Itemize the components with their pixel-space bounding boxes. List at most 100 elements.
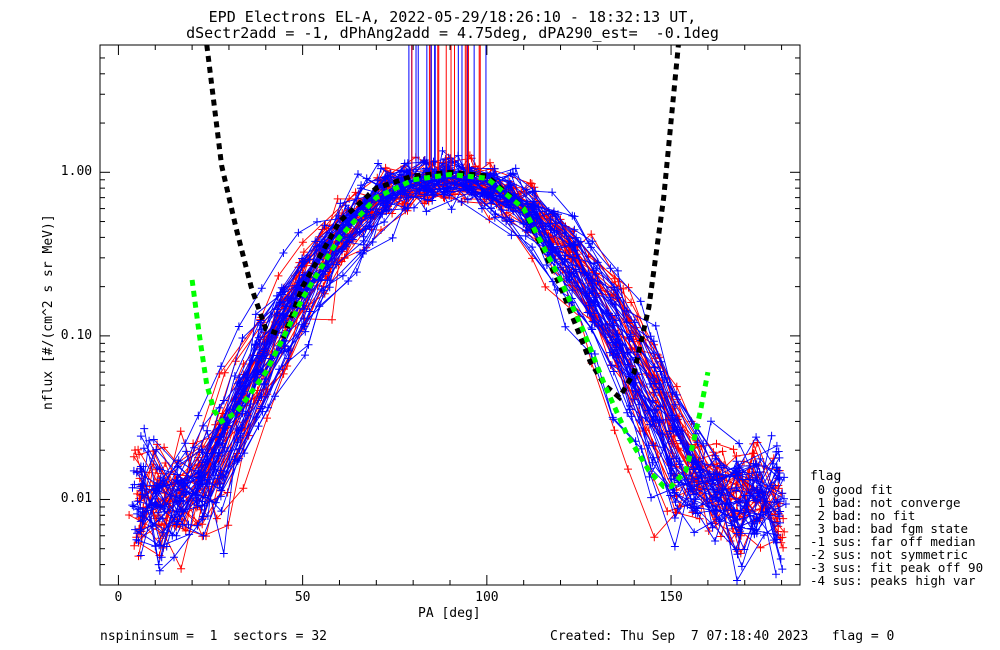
red-series-point [131, 446, 139, 455]
legend-item: -3 sus: fit peak off 90 [810, 560, 984, 575]
blue-series-point [688, 503, 696, 512]
blue-series-point [691, 495, 700, 504]
blue-series-point [217, 507, 226, 516]
blue-series-point [521, 231, 530, 240]
blue-series-point [194, 411, 203, 420]
blue-series-point [572, 233, 581, 242]
blue-series-point [586, 243, 595, 252]
blue-series-point [711, 537, 720, 545]
blue-series-point [778, 565, 787, 574]
blue-series-point [294, 278, 303, 287]
blue-series-line [139, 167, 779, 525]
blue-series-point [133, 509, 142, 518]
blue-series-point [611, 338, 620, 346]
blue-series-point [219, 396, 228, 405]
blue-series-point [752, 475, 761, 484]
blue-series-point [656, 402, 665, 411]
blue-series-line [143, 160, 775, 529]
blue-series-point [583, 308, 592, 317]
blue-series-point [771, 518, 779, 527]
red-series-point [619, 284, 628, 293]
blue-series-point [570, 225, 579, 234]
red-series-point [527, 179, 536, 188]
blue-series-point [776, 497, 784, 506]
blue-series-point [279, 249, 288, 257]
blue-series-point [669, 426, 678, 435]
blue-series-point [238, 334, 247, 342]
blue-series-point [589, 266, 598, 275]
blue-series-point [203, 512, 212, 520]
blue-series-point [649, 453, 658, 462]
red-series-point [212, 514, 221, 523]
blue-series-point [199, 531, 208, 540]
blue-series-point [663, 378, 672, 387]
blue-series-point [179, 497, 188, 506]
blue-series-point [550, 226, 559, 235]
red-series-point [239, 484, 248, 493]
red-series-line [133, 167, 778, 546]
x-tick-label-0: 0 [114, 590, 123, 605]
blue-series-point [528, 187, 537, 196]
blue-series-point [181, 439, 190, 448]
legend-item: -1 sus: far off median [810, 534, 976, 549]
blue-series-point [614, 349, 622, 358]
blue-series-point [502, 217, 511, 226]
blue-series-point [651, 321, 660, 330]
blue-series-point [344, 277, 353, 285]
blue-series-point [735, 463, 744, 472]
blue-series-point [707, 417, 715, 426]
blue-series-point [130, 480, 139, 489]
blue-series-point [198, 515, 207, 524]
blue-series-point [564, 270, 573, 279]
blue-series-point [752, 517, 761, 526]
y-tick-label-0.01: 0.01 [60, 491, 93, 507]
blue-series-point [609, 367, 618, 376]
blue-series-point [752, 433, 761, 442]
red-series-point [610, 426, 619, 435]
blue-series-point [199, 421, 208, 430]
blue-series-point [735, 439, 744, 448]
red-series-point [779, 543, 788, 552]
red-series-point [663, 507, 672, 516]
legend-item: 1 bad: not converge [810, 495, 961, 510]
blue-series-point [324, 260, 332, 269]
axis-ticks [100, 44, 800, 586]
blue-series-point [781, 500, 790, 508]
blue-series-point [544, 207, 553, 215]
blue-series-point [384, 194, 393, 203]
blue-series-point [301, 351, 309, 360]
blue-series-point [758, 488, 767, 497]
blue-series-point [374, 159, 383, 168]
blue-series-point [200, 501, 209, 510]
blue-series-point [403, 159, 412, 168]
blue-series-point [157, 553, 166, 562]
blue-series-point [509, 207, 518, 216]
blue-series-point [243, 370, 252, 379]
red-series-point [650, 533, 659, 542]
blue-series-point [154, 508, 163, 517]
blue-series-point [175, 493, 184, 502]
blue-series-point [420, 190, 429, 199]
blue-series-point [738, 475, 747, 484]
blue-series-point [727, 521, 736, 530]
blue-series-point [511, 164, 520, 173]
blue-series-point [359, 249, 367, 258]
blue-series-point [627, 412, 636, 421]
blue-series-point [215, 480, 224, 488]
blue-series-point [772, 441, 781, 450]
red-series-point [198, 532, 207, 541]
blue-series-point [354, 170, 362, 179]
blue-series-point [487, 199, 496, 208]
blue-series-point [588, 237, 597, 246]
blue-series-point [691, 509, 700, 518]
red-series-point [298, 238, 307, 247]
blue-series-point [251, 340, 260, 349]
blue-series-line [142, 172, 775, 513]
blue-series-point [444, 183, 453, 192]
x-axis-label: PA [deg] [418, 606, 481, 621]
red-series-point [587, 230, 596, 239]
red-series-point [129, 452, 138, 461]
blue-series-point [260, 380, 269, 389]
red-series-point [672, 382, 681, 391]
blue-series-point [490, 213, 499, 222]
